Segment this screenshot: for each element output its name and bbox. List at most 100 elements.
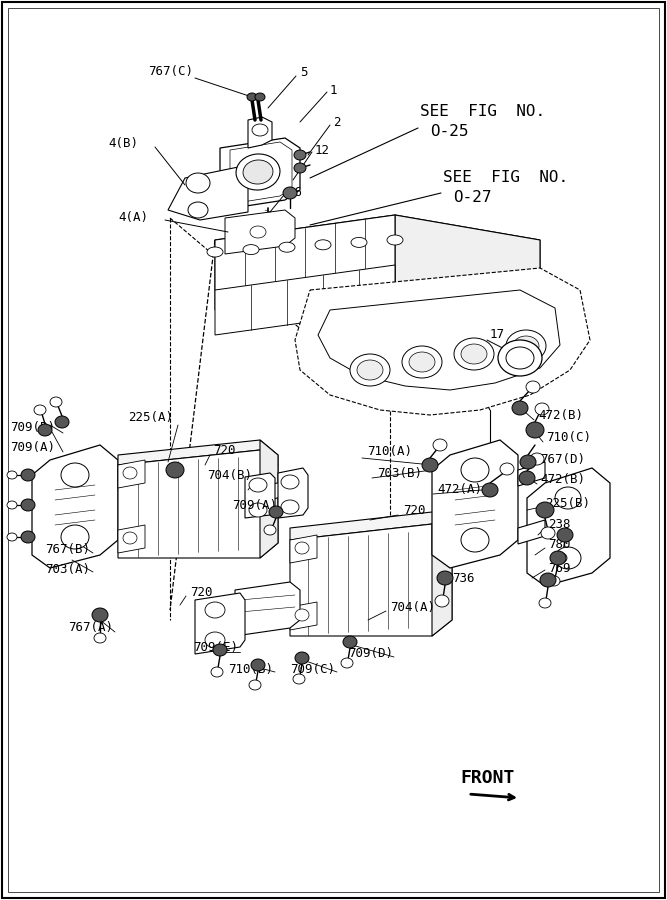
Ellipse shape: [506, 330, 546, 362]
Ellipse shape: [186, 173, 210, 193]
Ellipse shape: [539, 598, 551, 608]
Text: 710(B): 710(B): [228, 663, 273, 677]
Ellipse shape: [252, 124, 268, 136]
Polygon shape: [290, 512, 452, 540]
Text: 767(B): 767(B): [45, 544, 90, 556]
Ellipse shape: [343, 636, 357, 648]
Ellipse shape: [540, 573, 556, 587]
Ellipse shape: [519, 471, 535, 485]
Text: 709(E): 709(E): [193, 642, 238, 654]
Text: O-25: O-25: [430, 124, 468, 140]
Text: 472(B): 472(B): [538, 409, 583, 421]
Polygon shape: [432, 524, 452, 636]
Polygon shape: [225, 210, 295, 254]
Ellipse shape: [7, 501, 17, 509]
Ellipse shape: [351, 238, 367, 248]
Polygon shape: [215, 215, 395, 310]
Ellipse shape: [454, 338, 494, 370]
Polygon shape: [32, 445, 118, 568]
Ellipse shape: [461, 344, 487, 364]
Ellipse shape: [281, 500, 299, 514]
Text: SEE  FIG  NO.: SEE FIG NO.: [443, 170, 568, 185]
Text: 2: 2: [333, 115, 340, 129]
Ellipse shape: [205, 602, 225, 618]
Polygon shape: [290, 535, 317, 563]
Polygon shape: [168, 165, 248, 220]
Ellipse shape: [38, 424, 52, 436]
Text: 709(D): 709(D): [348, 647, 393, 661]
Ellipse shape: [315, 239, 331, 250]
Ellipse shape: [251, 659, 265, 671]
Polygon shape: [432, 440, 518, 568]
Text: 709(A): 709(A): [232, 499, 277, 511]
Ellipse shape: [295, 609, 309, 621]
Text: 720: 720: [213, 444, 235, 456]
Ellipse shape: [269, 506, 283, 518]
Ellipse shape: [482, 483, 498, 497]
Text: 12: 12: [315, 143, 330, 157]
Ellipse shape: [526, 422, 544, 438]
Ellipse shape: [422, 458, 438, 472]
Polygon shape: [518, 520, 545, 544]
Text: 767(C): 767(C): [148, 66, 193, 78]
Ellipse shape: [548, 576, 560, 586]
Ellipse shape: [61, 525, 89, 549]
Ellipse shape: [264, 525, 276, 535]
Polygon shape: [118, 525, 145, 553]
Ellipse shape: [526, 381, 540, 393]
Ellipse shape: [387, 235, 403, 245]
Ellipse shape: [255, 93, 265, 101]
Ellipse shape: [409, 352, 435, 372]
Polygon shape: [248, 117, 272, 148]
Polygon shape: [215, 215, 540, 290]
Ellipse shape: [21, 499, 35, 511]
Text: 710(A): 710(A): [367, 446, 412, 458]
Text: 4(B): 4(B): [108, 137, 138, 149]
Text: 4(A): 4(A): [118, 212, 148, 224]
Ellipse shape: [541, 527, 555, 539]
Ellipse shape: [21, 469, 35, 481]
Text: 238: 238: [548, 518, 570, 530]
Text: 704(A): 704(A): [390, 600, 435, 614]
Ellipse shape: [236, 154, 280, 190]
Polygon shape: [118, 460, 145, 488]
Polygon shape: [118, 450, 278, 558]
Polygon shape: [290, 602, 317, 630]
Text: 709(A): 709(A): [10, 442, 55, 454]
Ellipse shape: [498, 340, 542, 376]
Text: 710(C): 710(C): [546, 430, 591, 444]
Polygon shape: [278, 468, 308, 518]
Ellipse shape: [555, 553, 567, 563]
Ellipse shape: [557, 528, 573, 542]
Ellipse shape: [123, 467, 137, 479]
Ellipse shape: [293, 674, 305, 684]
Ellipse shape: [295, 652, 309, 664]
Ellipse shape: [295, 542, 309, 554]
Ellipse shape: [555, 547, 581, 569]
Text: 767(D): 767(D): [540, 454, 585, 466]
Polygon shape: [195, 593, 245, 654]
Ellipse shape: [402, 346, 442, 378]
Ellipse shape: [341, 658, 353, 668]
Ellipse shape: [437, 571, 453, 585]
Polygon shape: [230, 142, 292, 204]
Text: 736: 736: [452, 572, 474, 584]
Ellipse shape: [350, 354, 390, 386]
Ellipse shape: [205, 632, 225, 648]
Ellipse shape: [7, 471, 17, 479]
Polygon shape: [118, 440, 278, 465]
Ellipse shape: [21, 531, 35, 543]
Polygon shape: [518, 462, 545, 486]
Text: 1: 1: [330, 84, 338, 96]
Text: 5: 5: [300, 66, 307, 78]
Ellipse shape: [211, 667, 223, 677]
Ellipse shape: [55, 416, 69, 428]
Ellipse shape: [357, 360, 383, 380]
Ellipse shape: [243, 160, 273, 184]
Ellipse shape: [34, 405, 46, 415]
Text: O-27: O-27: [453, 191, 492, 205]
Polygon shape: [215, 265, 395, 335]
Text: 17: 17: [490, 328, 505, 341]
Ellipse shape: [461, 528, 489, 552]
Ellipse shape: [550, 551, 566, 565]
